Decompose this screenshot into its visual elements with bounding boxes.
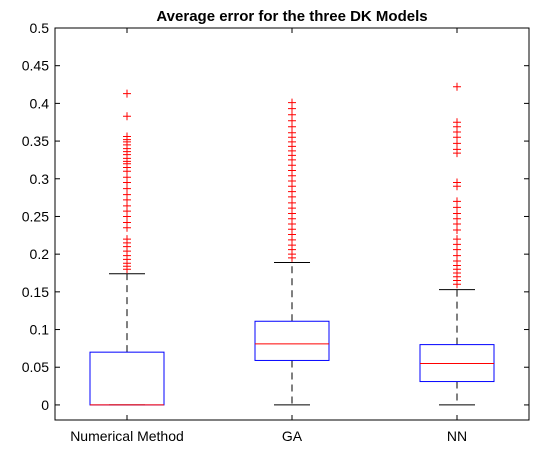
box-group xyxy=(254,98,330,406)
outlier-point xyxy=(453,149,461,158)
y-tick-label: 0.1 xyxy=(30,322,50,338)
outlier-point xyxy=(123,89,131,98)
y-tick-label: 0.4 xyxy=(30,95,50,111)
outlier-point xyxy=(123,223,131,232)
box-group xyxy=(419,82,495,406)
outlier-point xyxy=(288,253,296,262)
category-label: GA xyxy=(282,428,303,444)
outlier-point xyxy=(123,265,131,274)
outlier-point xyxy=(453,182,461,191)
y-tick-label: 0.3 xyxy=(30,171,50,187)
y-tick-label: 0.05 xyxy=(22,359,49,375)
category-label: Numerical Method xyxy=(70,428,184,444)
axis-layer: 0 0.05 0.1 0.15 0.2 0.25 0.3 0.35 0.4 0.45 0.5 Nume… xyxy=(22,20,529,444)
y-tick-label: 0.35 xyxy=(22,133,49,149)
y-tick-label: 0.2 xyxy=(30,246,50,262)
iqr-box xyxy=(254,320,330,361)
box-layer xyxy=(89,82,495,406)
chart-title: Average error for the three DK Models xyxy=(156,8,427,25)
y-tick-label: 0 xyxy=(41,397,49,413)
y-tick-label: 0.15 xyxy=(22,284,49,300)
y-tick-label: 0.5 xyxy=(30,20,50,36)
outlier-point xyxy=(453,82,461,91)
box-group xyxy=(89,89,165,406)
y-tick-label: 0.45 xyxy=(22,58,49,74)
y-tick-label: 0.25 xyxy=(22,208,49,224)
outlier-point xyxy=(453,226,461,235)
outlier-point xyxy=(123,112,131,121)
outlier-point xyxy=(453,280,461,289)
category-label: NN xyxy=(447,428,467,444)
